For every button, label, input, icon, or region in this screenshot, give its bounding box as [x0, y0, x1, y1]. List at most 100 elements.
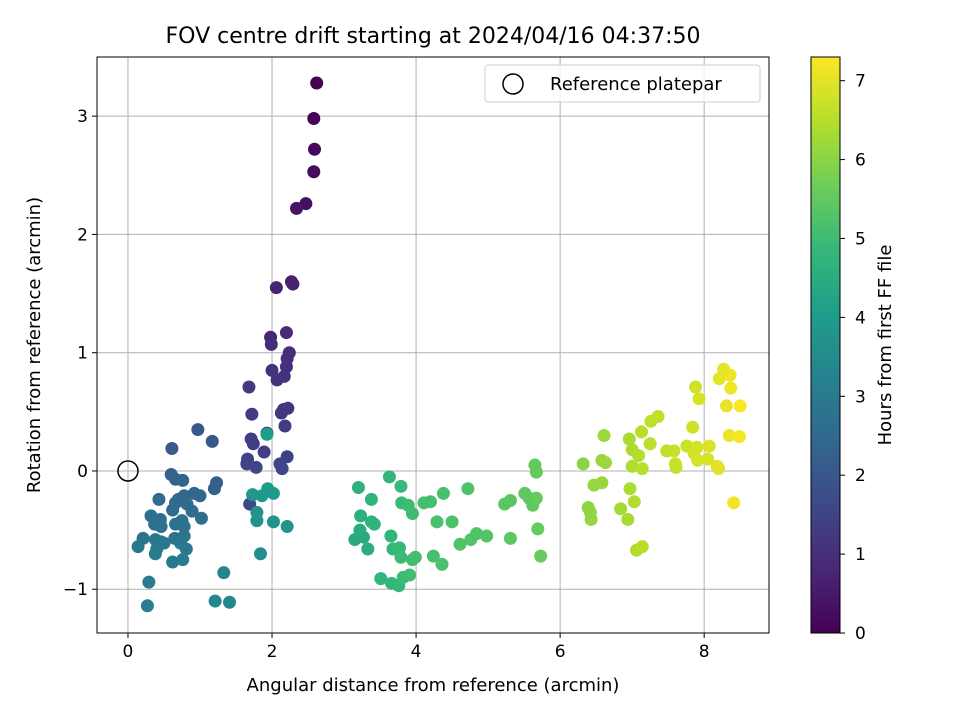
y-tick-label: 2 — [77, 225, 88, 245]
colorbar-tick-label: 0 — [855, 624, 866, 644]
grid-lines — [97, 57, 769, 633]
data-point — [426, 549, 440, 563]
data-point — [534, 549, 548, 563]
colorbar-tick-label: 2 — [855, 466, 866, 486]
data-point — [382, 470, 396, 484]
data-point — [279, 326, 293, 340]
data-point — [245, 407, 259, 421]
data-point — [623, 482, 637, 496]
colorbar-tick-label: 4 — [855, 308, 866, 328]
data-point — [727, 496, 741, 510]
colorbar-tick-label: 6 — [855, 151, 866, 171]
data-point — [408, 550, 422, 564]
data-point — [223, 595, 237, 609]
data-point — [635, 540, 649, 554]
data-point — [632, 449, 646, 463]
data-point — [260, 427, 274, 441]
data-point — [723, 368, 737, 382]
data-point — [275, 462, 289, 476]
data-point — [353, 523, 367, 537]
colorbar-tick-label: 7 — [855, 72, 866, 92]
data-point — [131, 540, 145, 554]
data-point — [436, 486, 450, 500]
data-point — [261, 482, 275, 496]
data-point — [622, 432, 636, 446]
y-axis-label: Rotation from reference (arcmin) — [24, 197, 45, 493]
x-axis-ticks: 0 2 4 6 8 — [123, 633, 710, 662]
data-point — [576, 457, 590, 471]
data-point — [307, 165, 321, 179]
legend: Reference platepar — [484, 64, 761, 103]
data-point — [595, 476, 609, 490]
data-point — [635, 462, 649, 476]
data-point — [690, 440, 704, 454]
colorbar-tick-label: 3 — [855, 387, 866, 407]
data-point — [701, 452, 715, 466]
data-point — [453, 537, 467, 551]
data-point — [712, 462, 726, 476]
data-point — [461, 482, 475, 496]
data-point — [720, 399, 734, 413]
data-point — [270, 373, 284, 387]
data-point — [269, 281, 283, 295]
data-point — [207, 482, 221, 496]
legend-box — [484, 64, 761, 103]
data-point — [246, 437, 260, 451]
data-point — [208, 594, 222, 608]
data-point — [686, 420, 700, 434]
data-point — [191, 423, 205, 437]
data-point — [308, 142, 322, 156]
data-point — [286, 277, 300, 291]
data-point — [250, 505, 264, 519]
legend-reference-marker — [502, 73, 524, 95]
data-point — [274, 406, 288, 420]
data-point — [691, 453, 705, 467]
data-point — [310, 76, 324, 90]
data-point — [176, 473, 190, 487]
data-point — [651, 410, 665, 424]
plot-area — [97, 57, 769, 633]
data-point — [430, 515, 444, 529]
chart-title: FOV centre drift starting at 2024/04/16 … — [166, 24, 701, 49]
data-point — [205, 434, 219, 448]
data-point — [529, 491, 543, 505]
x-tick-label: 0 — [123, 642, 134, 662]
data-point — [253, 547, 267, 561]
data-point — [470, 527, 484, 541]
data-point — [165, 441, 179, 455]
data-point — [599, 456, 613, 470]
data-point — [625, 459, 639, 473]
x-tick-label: 4 — [411, 642, 422, 662]
data-point — [384, 529, 398, 543]
data-point — [148, 547, 162, 561]
colorbar — [811, 57, 840, 633]
data-point — [435, 557, 449, 571]
data-point — [242, 380, 256, 394]
data-point — [166, 503, 180, 517]
data-point — [394, 479, 408, 493]
data-point — [394, 550, 408, 564]
data-point — [529, 465, 543, 479]
data-point — [177, 520, 191, 534]
data-point — [185, 504, 199, 518]
y-tick-label: 0 — [77, 462, 88, 482]
data-point — [354, 509, 368, 523]
data-point — [733, 399, 747, 413]
data-point — [351, 481, 365, 495]
data-point — [142, 575, 156, 589]
data-point — [361, 542, 375, 556]
y-tick-label: 1 — [77, 344, 88, 364]
data-point — [367, 517, 381, 531]
x-tick-label: 6 — [555, 642, 566, 662]
data-point — [621, 512, 635, 526]
plot-frame — [96, 56, 770, 634]
data-point — [217, 566, 231, 580]
data-point — [264, 337, 278, 351]
data-point — [503, 494, 517, 508]
x-tick-label: 2 — [267, 642, 278, 662]
legend-entry-reference-platepar: Reference platepar — [550, 74, 722, 95]
data-point — [405, 507, 419, 521]
data-point — [403, 568, 417, 582]
data-point — [423, 495, 437, 509]
